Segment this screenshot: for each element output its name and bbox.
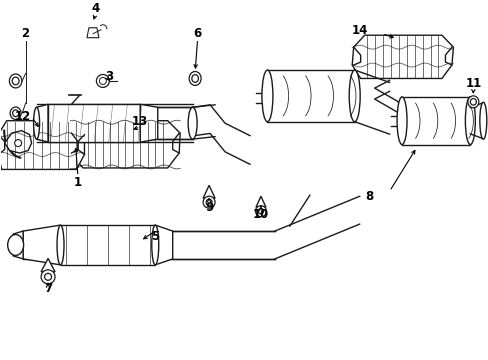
Circle shape bbox=[99, 77, 106, 85]
Ellipse shape bbox=[262, 70, 272, 122]
Text: 10: 10 bbox=[252, 208, 268, 221]
Polygon shape bbox=[70, 121, 180, 168]
Text: 7: 7 bbox=[44, 282, 52, 295]
Ellipse shape bbox=[465, 97, 474, 145]
Text: 2: 2 bbox=[21, 27, 30, 40]
Ellipse shape bbox=[396, 97, 406, 145]
Ellipse shape bbox=[191, 75, 198, 82]
Circle shape bbox=[41, 270, 55, 284]
Text: 6: 6 bbox=[193, 27, 202, 40]
Ellipse shape bbox=[151, 225, 159, 265]
Circle shape bbox=[44, 273, 51, 280]
Ellipse shape bbox=[348, 70, 360, 122]
Polygon shape bbox=[267, 70, 354, 122]
Text: 14: 14 bbox=[351, 24, 367, 37]
Polygon shape bbox=[61, 225, 155, 265]
Polygon shape bbox=[401, 97, 469, 145]
Polygon shape bbox=[5, 131, 32, 153]
Ellipse shape bbox=[189, 72, 201, 85]
Ellipse shape bbox=[13, 110, 19, 117]
Ellipse shape bbox=[467, 96, 478, 108]
Polygon shape bbox=[255, 196, 265, 207]
Ellipse shape bbox=[479, 102, 486, 139]
Circle shape bbox=[205, 199, 212, 205]
Circle shape bbox=[258, 208, 263, 214]
Text: 5: 5 bbox=[151, 230, 159, 243]
Text: 8: 8 bbox=[365, 190, 373, 203]
Circle shape bbox=[255, 206, 266, 217]
Circle shape bbox=[15, 140, 21, 147]
Polygon shape bbox=[87, 28, 99, 38]
Polygon shape bbox=[48, 104, 140, 142]
Polygon shape bbox=[351, 35, 452, 78]
Text: 11: 11 bbox=[464, 77, 481, 90]
Text: 9: 9 bbox=[204, 201, 213, 214]
Circle shape bbox=[203, 196, 215, 208]
Text: 1: 1 bbox=[74, 176, 82, 189]
Ellipse shape bbox=[12, 77, 19, 85]
Text: 12: 12 bbox=[15, 110, 31, 123]
Ellipse shape bbox=[8, 235, 23, 255]
Polygon shape bbox=[140, 104, 158, 142]
Ellipse shape bbox=[10, 107, 21, 120]
Text: 3: 3 bbox=[105, 71, 113, 84]
Polygon shape bbox=[37, 104, 48, 142]
Ellipse shape bbox=[469, 99, 475, 105]
Ellipse shape bbox=[9, 74, 22, 88]
Polygon shape bbox=[23, 225, 61, 265]
Ellipse shape bbox=[34, 107, 40, 139]
Circle shape bbox=[96, 75, 109, 87]
Polygon shape bbox=[155, 225, 172, 265]
Ellipse shape bbox=[188, 107, 197, 139]
Text: 4: 4 bbox=[91, 3, 100, 15]
Polygon shape bbox=[0, 121, 84, 170]
Polygon shape bbox=[203, 185, 215, 198]
Text: 13: 13 bbox=[132, 115, 148, 128]
Polygon shape bbox=[41, 258, 55, 272]
Ellipse shape bbox=[57, 225, 64, 265]
Polygon shape bbox=[13, 231, 23, 259]
